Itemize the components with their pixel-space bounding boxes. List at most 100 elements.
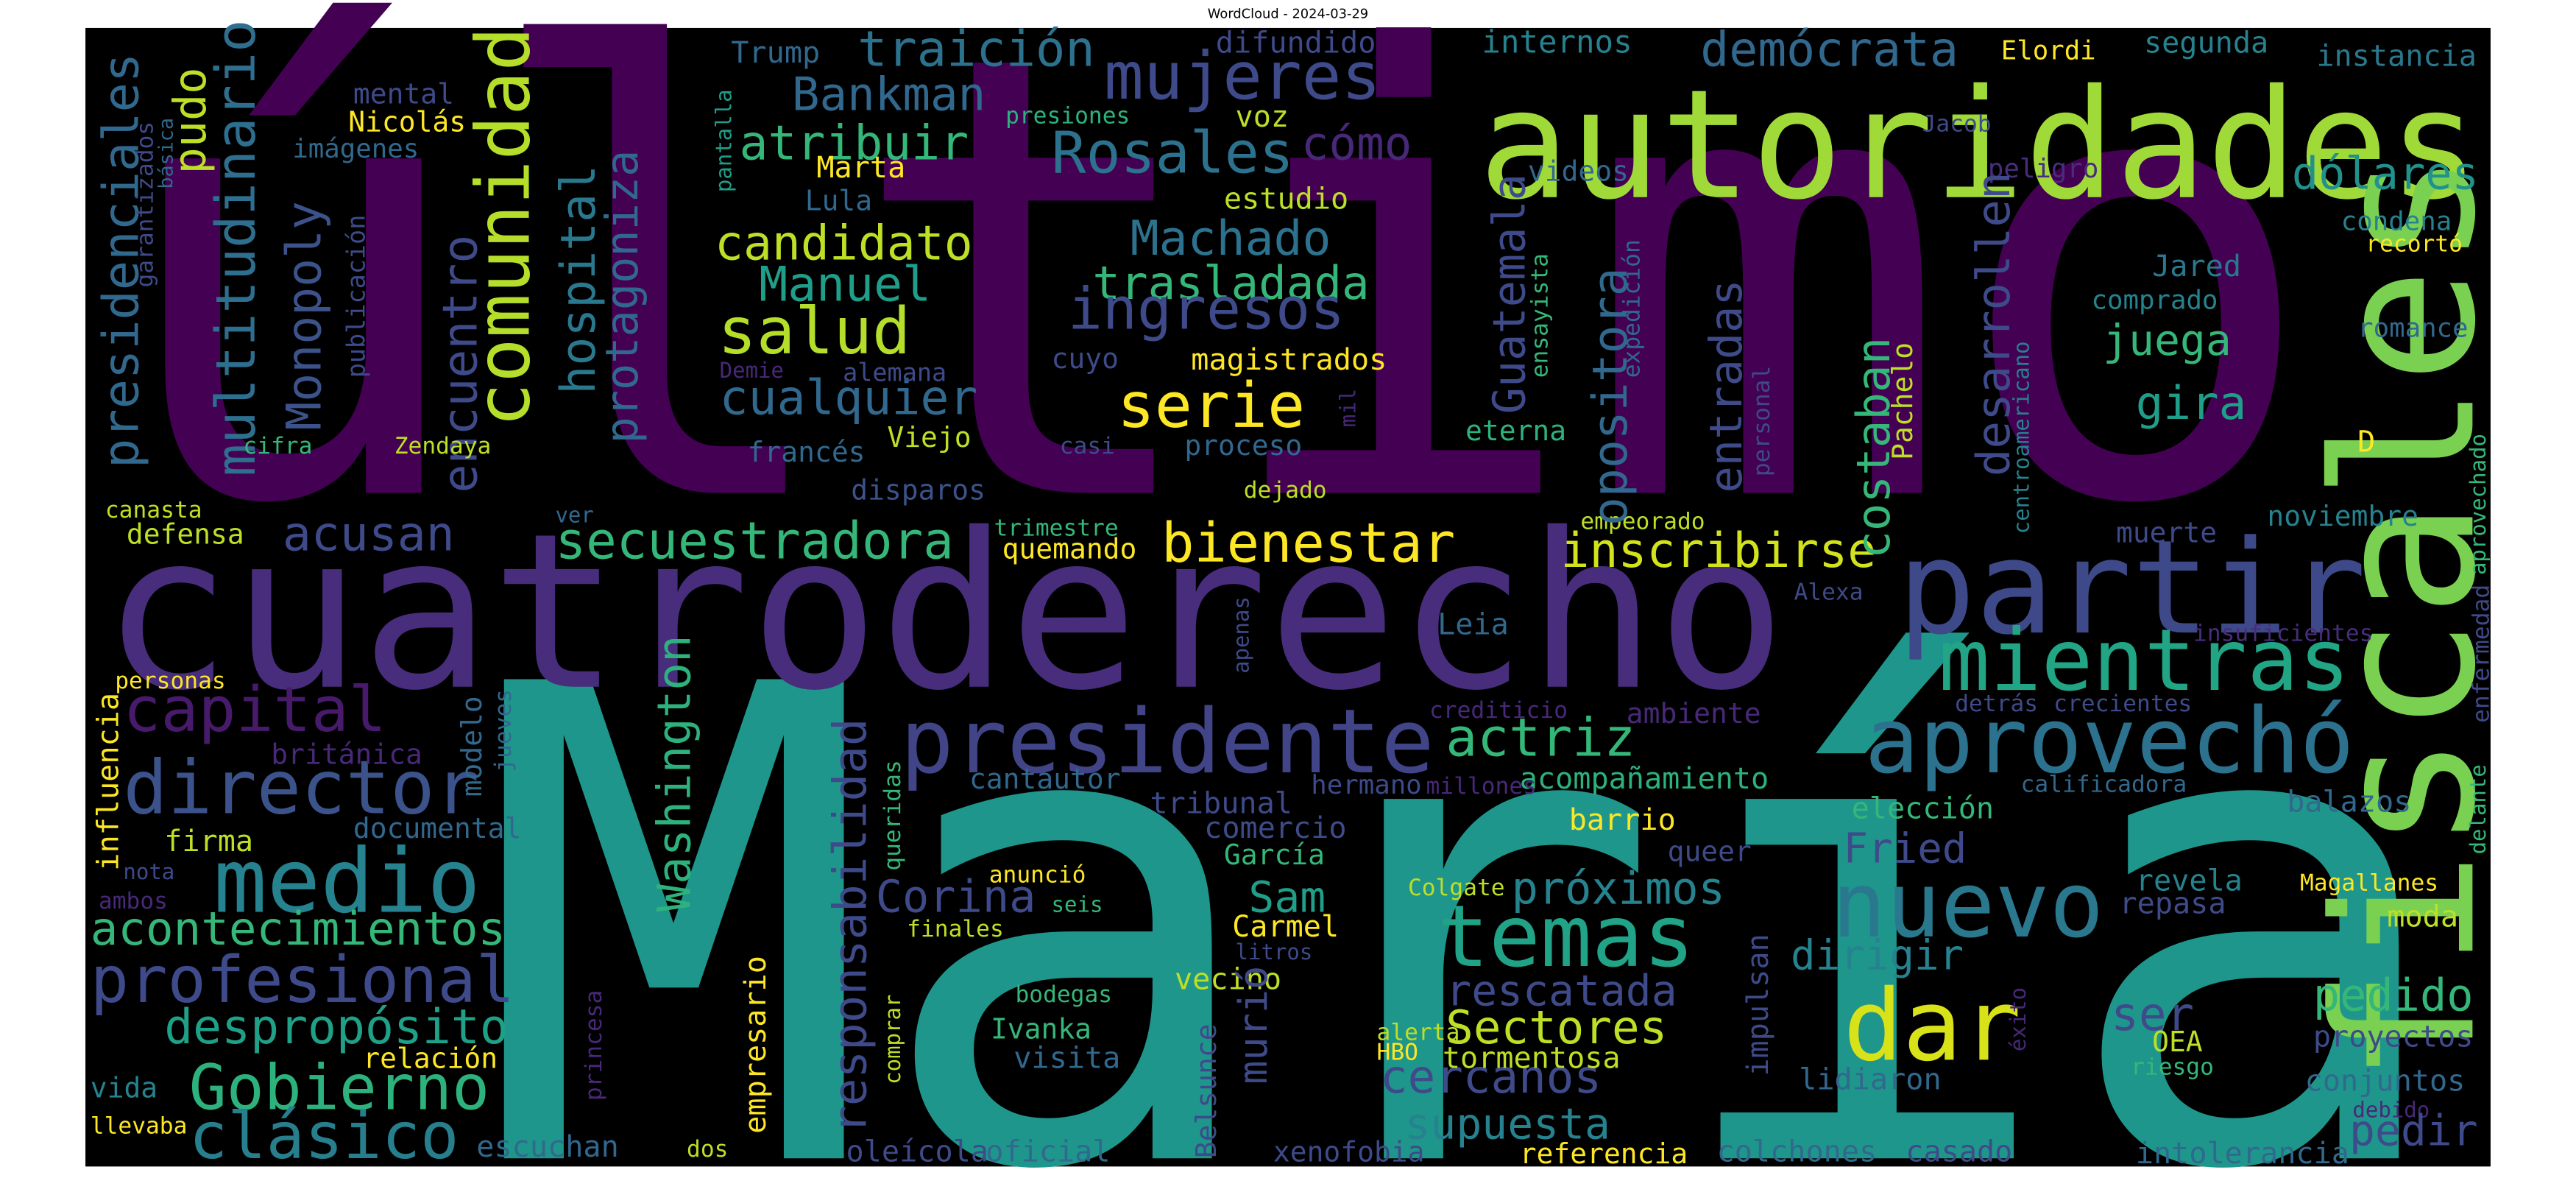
word: casi [1060,433,1115,459]
word: repasa [2119,887,2226,921]
word: empresario [739,956,773,1134]
word: eterna [1465,415,1566,447]
word: actriz [1446,708,1635,769]
word: Guatemala [1484,174,1535,414]
word: modelo [456,696,488,797]
word: temas [1437,887,1694,987]
word: casado [1906,1135,2012,1169]
word: despropósito [164,1000,509,1055]
word: riesgo [2131,1054,2214,1080]
word: mil [1336,389,1361,427]
word: calificadora [2021,772,2187,798]
word: tormentosa [1443,1041,1621,1075]
word: imágenes [292,134,419,164]
word: lidiaron [1799,1063,1941,1097]
word: María [476,548,2455,1178]
word: fiscales [2293,151,2519,1084]
word: aprovechó [1864,688,2354,794]
word: anunció [989,861,1086,888]
word: dos [687,1136,728,1163]
word: cualquier [720,370,978,426]
word: romance [2357,313,2468,343]
word: nuevo [1832,853,2104,958]
word: García [1224,839,1325,871]
word: Bankman [792,68,986,121]
word: comprado [2092,286,2218,316]
word: último [107,0,2321,638]
word: clásico [189,1098,459,1174]
word: visita [1013,1041,1120,1075]
word: enfermedad [2469,585,2495,723]
word: voz [1236,100,1289,134]
word: inscribirse [1561,523,1877,579]
word: encuentro [433,235,488,493]
word: impulsan [1741,934,1775,1076]
word: profesional [91,942,514,1017]
word: empeorado [1580,509,1705,535]
word: éxito [2006,987,2031,1051]
word: atribuir [739,116,969,171]
word: Leia [1437,607,1509,641]
word: debido [2352,1097,2430,1122]
word: rescatada [1446,966,1677,1016]
word: escuchan [476,1130,618,1164]
word: cuyo [1052,342,1119,375]
word: dar [1843,968,2021,1083]
word: crediticio [1429,697,1568,724]
word: millones [1426,773,1536,800]
word: Corina [876,872,1036,923]
word: francés [748,436,866,468]
word: centroamericano [2009,341,2034,534]
word: colchones [1717,1135,1878,1169]
word: alerta [1377,1020,1460,1046]
word: magistrados [1191,343,1387,377]
word: princesa [581,990,607,1101]
word: director [123,745,479,831]
word: ser [2111,987,2194,1041]
word: pantalla [711,89,736,192]
word: Nicolás [348,106,466,138]
word: bodegas [1015,981,1112,1008]
word: comunidad [461,27,547,427]
word: vida [91,1072,158,1104]
word: Trump [731,36,820,70]
word: garantizados [132,121,159,288]
word: traición [857,20,1094,77]
word: llevaba [91,1113,188,1140]
word: estudio [1224,182,1348,216]
word: medio [213,830,481,934]
word: jueves [490,689,517,772]
word: trasladada [1092,256,1369,310]
chart-title: WordCloud - 2024-03-29 [1208,7,1368,22]
word: opositora [1583,267,1638,526]
word: acontecimientos [91,902,506,956]
word: seis [1052,892,1103,917]
word: hospital [551,165,606,395]
word: cómo [1301,116,1412,170]
word: presiones [1005,102,1130,129]
word: referencia [1520,1138,1688,1170]
word: oleícola [846,1135,988,1169]
word: influencia [92,693,126,871]
word: difundido [1216,26,1376,60]
word: Colgate [1408,875,1505,901]
word: moda [2387,900,2458,934]
word: personas [115,668,225,694]
word: protagoniza [597,150,648,444]
word: Monopoly [277,201,332,431]
word: comprar [880,995,905,1084]
word: alemana [843,359,946,387]
word: intolerancia [2136,1137,2349,1171]
word: Fried [1843,825,1967,873]
word: queridas [880,760,906,870]
word: cantautor [969,763,1121,795]
word: internos [1482,24,1632,60]
word: presidente [900,691,1434,794]
word: Demie [720,358,784,383]
word: Viejo [887,421,971,454]
word: Sam [1248,872,1326,923]
word: cifra [243,433,312,459]
word: personal [1749,366,1775,476]
word: ver [555,503,593,528]
